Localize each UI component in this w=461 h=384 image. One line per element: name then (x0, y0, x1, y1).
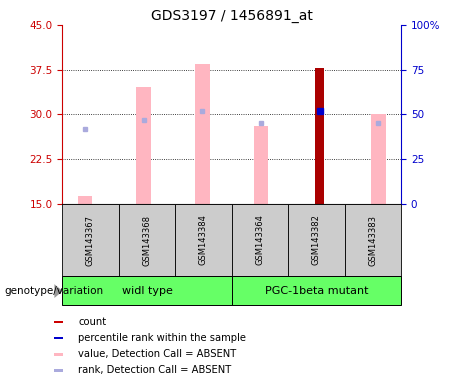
Text: count: count (78, 317, 106, 327)
Bar (54, 369, 63, 372)
Title: GDS3197 / 1456891_at: GDS3197 / 1456891_at (151, 8, 313, 23)
Bar (195, 64, 210, 204)
Bar (288, 204, 344, 276)
Text: widl type: widl type (122, 286, 172, 296)
Bar (231, 204, 288, 276)
Text: GSM143368: GSM143368 (142, 215, 152, 265)
Bar (371, 114, 386, 204)
Bar (62, 276, 231, 305)
Text: GSM143384: GSM143384 (199, 215, 208, 265)
Bar (54, 337, 63, 339)
Text: genotype/variation: genotype/variation (5, 286, 104, 296)
Text: PGC-1beta mutant: PGC-1beta mutant (265, 286, 368, 296)
Bar (231, 276, 401, 305)
Bar (136, 88, 151, 204)
Text: GSM143383: GSM143383 (368, 215, 378, 265)
Bar (118, 204, 175, 276)
Text: rank, Detection Call = ABSENT: rank, Detection Call = ABSENT (78, 366, 232, 376)
Bar (175, 204, 231, 276)
Text: value, Detection Call = ABSENT: value, Detection Call = ABSENT (78, 349, 236, 359)
Bar (77, 196, 92, 204)
Text: GSM143367: GSM143367 (86, 215, 95, 265)
Bar (344, 204, 401, 276)
Bar (54, 321, 63, 323)
Bar (315, 68, 324, 204)
Text: GSM143382: GSM143382 (312, 215, 321, 265)
Text: percentile rank within the sample: percentile rank within the sample (78, 333, 247, 343)
Bar (254, 126, 268, 204)
Text: GSM143364: GSM143364 (255, 215, 265, 265)
Bar (62, 204, 118, 276)
Bar (54, 353, 63, 356)
